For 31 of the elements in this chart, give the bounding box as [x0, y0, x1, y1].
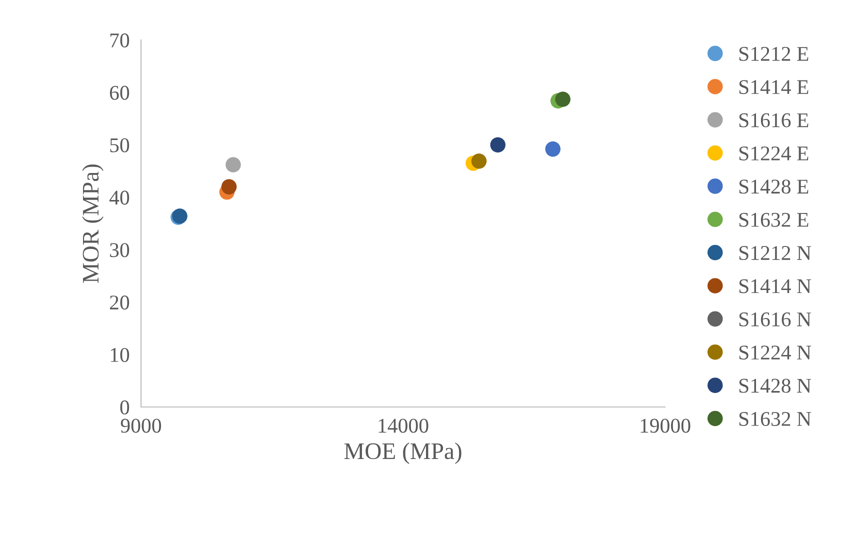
y-tick-label: 50 — [110, 138, 130, 152]
x-tick-label: 9000 — [120, 418, 162, 433]
legend-label: S1632 N — [739, 412, 812, 426]
legend-label: S1428 N — [739, 378, 812, 393]
legend-label: S1632 E — [739, 212, 808, 227]
y-tick-label: 70 — [110, 33, 130, 48]
legend-label: S1224 E — [739, 146, 808, 160]
legend-label: S1414 E — [739, 80, 808, 94]
legend-label: S1224 N — [739, 346, 812, 360]
x-axis-title: MOE (MPa) — [344, 442, 462, 464]
y-tick-label: 40 — [109, 190, 130, 205]
y-tick-label: 0 — [120, 400, 130, 414]
y-tick-label: 30 — [110, 243, 130, 258]
x-tick-label: 14000 — [378, 418, 428, 433]
point — [555, 92, 570, 107]
y-tick-label: 60 — [110, 86, 130, 100]
y-tick-label: 10 — [110, 348, 130, 362]
legend-label: S1212 E — [739, 46, 808, 61]
legend-label: S1616 E — [739, 113, 808, 128]
point — [545, 141, 561, 157]
legend-label: S1414 N — [739, 279, 812, 294]
point — [226, 157, 241, 172]
point — [471, 153, 487, 169]
y-tick-label: 20 — [110, 296, 130, 310]
y-axis-title: MOR (MPa) — [82, 164, 104, 283]
point — [490, 137, 506, 152]
point — [221, 179, 237, 194]
legend-label: S1212 N — [739, 246, 812, 260]
x-tick-label: 19000 — [640, 418, 690, 433]
legend-label: S1428 E — [739, 180, 808, 194]
legend-label: S1616 N — [739, 312, 812, 326]
